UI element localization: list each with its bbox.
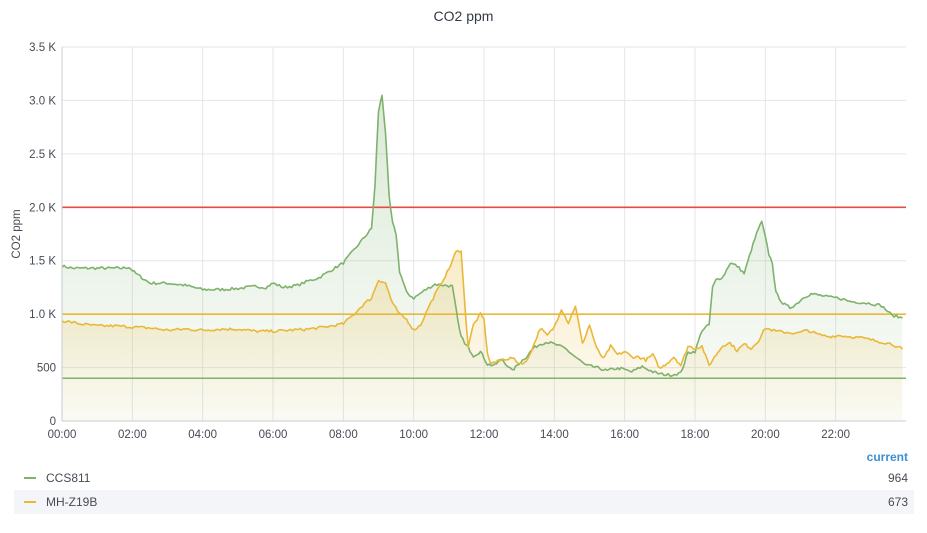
x-tick-label: 06:00: [259, 429, 288, 441]
legend-current-value: 673: [887, 495, 908, 509]
axes: 0 500 1.0 K 1.5 K 2.0 K 2.5 K 3.0 K 3.5 K 00:00 0…: [29, 42, 906, 441]
series-line-mh-z19b: [61, 249, 904, 369]
x-tick-label: 16:00: [610, 429, 639, 441]
x-tick-label: 14:00: [540, 429, 569, 441]
x-tick-label: 12:00: [470, 429, 499, 441]
legend-item-mh-z19b[interactable]: MH-Z19B 673: [14, 490, 914, 514]
panel-title: CO2 ppm: [433, 8, 494, 24]
y-axis-label: CO2 ppm: [11, 209, 23, 258]
legend-current-header[interactable]: current: [866, 450, 908, 464]
threshold-lines: [62, 206, 906, 380]
legend-series-name[interactable]: CCS811: [46, 471, 91, 485]
series-area-mh-z19b: [62, 250, 903, 421]
series-lines: [61, 94, 904, 378]
legend-current-value: 964: [887, 471, 908, 485]
y-tick-label: 2.5 K: [29, 149, 56, 161]
y-tick-label: 500: [37, 363, 56, 375]
x-tick-label: 08:00: [329, 429, 358, 441]
legend-swatch: [24, 501, 36, 503]
x-tick-label: 22:00: [821, 429, 850, 441]
x-tick-label: 04:00: [188, 429, 217, 441]
legend-item-ccs811[interactable]: CCS811 964: [14, 466, 914, 490]
y-tick-label: 0: [50, 416, 56, 428]
legend-swatch: [24, 477, 36, 479]
y-tick-label: 2.0 K: [29, 202, 56, 214]
x-tick-label: 18:00: [681, 429, 710, 441]
series-line-ccs811: [61, 94, 903, 378]
y-tick-label: 1.0 K: [29, 309, 56, 321]
y-tick-label: 3.5 K: [29, 42, 56, 54]
legend: current CCS811 964 MH-Z19B 673: [14, 448, 914, 514]
x-tick-label: 02:00: [118, 429, 147, 441]
x-tick-label: 00:00: [48, 429, 77, 441]
series-areas: [62, 95, 903, 422]
x-tick-label: 10:00: [399, 429, 428, 441]
legend-series-name[interactable]: MH-Z19B: [46, 495, 98, 509]
y-tick-label: 3.0 K: [29, 95, 56, 107]
y-tick-label: 1.5 K: [29, 256, 56, 268]
x-tick-label: 20:00: [751, 429, 780, 441]
